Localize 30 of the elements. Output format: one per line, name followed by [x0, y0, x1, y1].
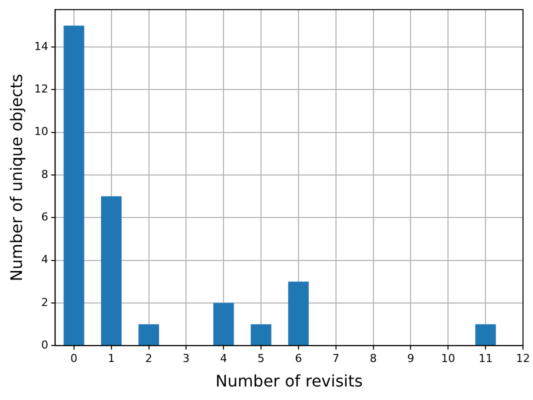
x-tick-label: 6: [294, 352, 302, 366]
y-tick-label: 8: [41, 168, 48, 181]
y-tick-label: 12: [34, 82, 48, 96]
bar: [138, 324, 160, 346]
y-axis-title: Number of unique objects: [6, 74, 26, 282]
y-tick-label: 6: [41, 210, 48, 224]
x-tick-label: 4: [220, 352, 228, 366]
y-tick-label: 10: [34, 125, 48, 138]
x-tick-label: 11: [478, 352, 493, 366]
x-tick-label: 12: [516, 352, 530, 366]
x-axis-title: Number of revisits: [215, 372, 363, 391]
bar: [250, 324, 272, 346]
x-tick-label: 10: [441, 352, 456, 366]
bar: [101, 196, 122, 346]
bar: [288, 282, 309, 346]
x-tick-label: 7: [332, 352, 340, 366]
y-tick-label: 0: [41, 338, 48, 352]
bar: [213, 302, 234, 346]
x-tick-label: 9: [407, 352, 414, 366]
bar: [475, 324, 496, 346]
bar: [64, 26, 84, 346]
x-tick-label: 2: [145, 352, 152, 366]
y-tick-label: 14: [34, 40, 48, 53]
x-tick-label: 3: [182, 352, 190, 366]
x-tick-label: 8: [370, 352, 377, 366]
x-tick-label: 1: [108, 352, 115, 366]
x-tick-label: 0: [70, 352, 78, 366]
y-tick-label: 2: [41, 296, 48, 309]
x-tick-label: 5: [258, 352, 265, 366]
y-tick-label: 4: [41, 253, 48, 266]
